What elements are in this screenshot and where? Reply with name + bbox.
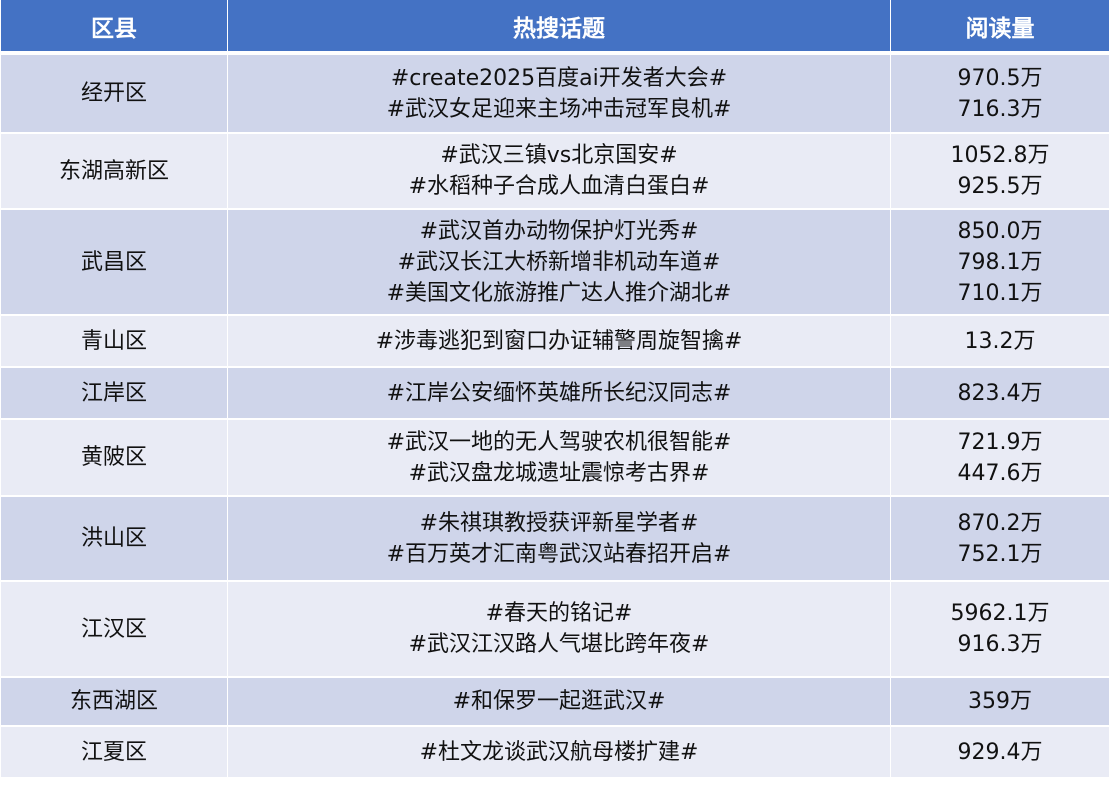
topic-item: #水稻种子合成人血清白蛋白# bbox=[408, 174, 710, 199]
topics-cell: #武汉首办动物保护灯光秀# #武汉长江大桥新增非机动车道# #美国文化旅游推广达人推… bbox=[227, 209, 891, 316]
topic-item: #武汉江汉路人气堪比跨年夜# bbox=[408, 632, 710, 657]
topic-item: #武汉盘龙城遗址震惊考古界# bbox=[408, 460, 710, 486]
table-row: 东西湖区 #和保罗一起逛武汉# 359万 bbox=[0, 677, 1109, 727]
reads-cell: 5962.1万 916.3万 bbox=[890, 581, 1109, 678]
topic-item: #武汉长江大桥新增非机动车道# bbox=[397, 249, 721, 275]
topic-item: #美国文化旅游推广达人推介湖北# bbox=[386, 280, 732, 306]
reads-cell: 929.4万 bbox=[890, 726, 1109, 779]
read-count: 850.0万 bbox=[957, 218, 1043, 244]
table-row: 黄陂区 #武汉一地的无人驾驶农机很智能# #武汉盘龙城遗址震惊考古界# 721.9万 4… bbox=[0, 419, 1109, 497]
district-cell: 黄陂区 bbox=[0, 419, 228, 497]
table-row: 江汉区 #春天的铭记# #武汉江汉路人气堪比跨年夜# 5962.1万 916.3万 bbox=[0, 581, 1109, 678]
read-count: 798.1万 bbox=[957, 249, 1043, 275]
read-count: 447.6万 bbox=[957, 460, 1043, 486]
district-cell: 武昌区 bbox=[0, 209, 228, 316]
topics-cell: #武汉一地的无人驾驶农机很智能# #武汉盘龙城遗址震惊考古界# bbox=[227, 419, 891, 497]
read-count: 823.4万 bbox=[957, 380, 1043, 406]
reads-cell: 823.4万 bbox=[890, 367, 1109, 420]
reads-cell: 970.5万 716.3万 bbox=[890, 53, 1109, 134]
topics-cell: #杜文龙谈武汉航母楼扩建# bbox=[227, 726, 891, 779]
table-row: 武昌区 #武汉首办动物保护灯光秀# #武汉长江大桥新增非机动车道# #美国文化旅游推广… bbox=[0, 209, 1109, 316]
read-count: 710.1万 bbox=[957, 280, 1043, 306]
topics-cell: #武汉三镇vs北京国安# #水稻种子合成人血清白蛋白# bbox=[227, 133, 891, 210]
header-reads: 阅读量 bbox=[890, 0, 1109, 55]
topic-item: #武汉首办动物保护灯光秀# bbox=[419, 218, 699, 244]
topic-item: #朱祺琪教授获评新星学者# bbox=[419, 510, 699, 536]
table-row: 江岸区 #江岸公安缅怀英雄所长纪汉同志# 823.4万 bbox=[0, 367, 1109, 420]
hot-search-table: 区县 热搜话题 阅读量 经开区 #create2025百度ai开发者大会# #武汉女… bbox=[0, 0, 1109, 779]
topic-item: #武汉一地的无人驾驶农机很智能# bbox=[386, 429, 732, 455]
table-row: 江夏区 #杜文龙谈武汉航母楼扩建# 929.4万 bbox=[0, 726, 1109, 779]
header-topic: 热搜话题 bbox=[227, 0, 891, 55]
table-row: 洪山区 #朱祺琪教授获评新星学者# #百万英才汇南粤武汉站春招开启# 870.2万 75… bbox=[0, 496, 1109, 582]
table-row: 经开区 #create2025百度ai开发者大会# #武汉女足迎来主场冲击冠军良机#… bbox=[0, 53, 1109, 134]
table-row: 东湖高新区 #武汉三镇vs北京国安# #水稻种子合成人血清白蛋白# 1052.8万 92… bbox=[0, 133, 1109, 210]
topic-item: #和保罗一起逛武汉# bbox=[452, 689, 666, 714]
read-count: 1052.8万 bbox=[950, 143, 1050, 168]
district-cell: 东湖高新区 bbox=[0, 133, 228, 210]
reads-cell: 13.2万 bbox=[890, 315, 1109, 368]
topic-item: #春天的铭记# bbox=[485, 601, 633, 626]
district-cell: 江汉区 bbox=[0, 581, 228, 678]
read-count: 5962.1万 bbox=[950, 601, 1050, 626]
reads-cell: 870.2万 752.1万 bbox=[890, 496, 1109, 582]
topic-item: #百万英才汇南粤武汉站春招开启# bbox=[386, 541, 732, 567]
read-count: 752.1万 bbox=[957, 541, 1043, 567]
topic-item: #武汉三镇vs北京国安# bbox=[440, 143, 678, 168]
topics-cell: #和保罗一起逛武汉# bbox=[227, 677, 891, 727]
district-cell: 经开区 bbox=[0, 53, 228, 134]
read-count: 929.4万 bbox=[957, 739, 1043, 765]
table-row: 青山区 #涉毒逃犯到窗口办证辅警周旋智擒# 13.2万 bbox=[0, 315, 1109, 368]
district-cell: 青山区 bbox=[0, 315, 228, 368]
topic-item: #涉毒逃犯到窗口办证辅警周旋智擒# bbox=[375, 328, 743, 354]
reads-cell: 1052.8万 925.5万 bbox=[890, 133, 1109, 210]
topic-item: #武汉女足迎来主场冲击冠军良机# bbox=[386, 96, 732, 122]
district-cell: 江夏区 bbox=[0, 726, 228, 779]
district-cell: 洪山区 bbox=[0, 496, 228, 582]
reads-cell: 721.9万 447.6万 bbox=[890, 419, 1109, 497]
district-cell: 江岸区 bbox=[0, 367, 228, 420]
header-row: 区县 热搜话题 阅读量 bbox=[0, 0, 1109, 55]
read-count: 916.3万 bbox=[957, 632, 1043, 657]
topics-cell: #朱祺琪教授获评新星学者# #百万英才汇南粤武汉站春招开启# bbox=[227, 496, 891, 582]
topic-item: #江岸公安缅怀英雄所长纪汉同志# bbox=[386, 380, 732, 406]
read-count: 970.5万 bbox=[957, 65, 1043, 91]
read-count: 870.2万 bbox=[957, 510, 1043, 536]
read-count: 721.9万 bbox=[957, 429, 1043, 455]
read-count: 13.2万 bbox=[964, 328, 1036, 354]
topics-cell: #涉毒逃犯到窗口办证辅警周旋智擒# bbox=[227, 315, 891, 368]
reads-cell: 850.0万 798.1万 710.1万 bbox=[890, 209, 1109, 316]
header-district: 区县 bbox=[0, 0, 228, 55]
district-cell: 东西湖区 bbox=[0, 677, 228, 727]
topics-cell: #春天的铭记# #武汉江汉路人气堪比跨年夜# bbox=[227, 581, 891, 678]
read-count: 925.5万 bbox=[957, 174, 1043, 199]
read-count: 359万 bbox=[968, 689, 1032, 714]
read-count: 716.3万 bbox=[957, 96, 1043, 122]
topics-cell: #江岸公安缅怀英雄所长纪汉同志# bbox=[227, 367, 891, 420]
topics-cell: #create2025百度ai开发者大会# #武汉女足迎来主场冲击冠军良机# bbox=[227, 53, 891, 134]
topic-item: #create2025百度ai开发者大会# bbox=[390, 65, 728, 91]
topic-item: #杜文龙谈武汉航母楼扩建# bbox=[419, 739, 699, 765]
reads-cell: 359万 bbox=[890, 677, 1109, 727]
